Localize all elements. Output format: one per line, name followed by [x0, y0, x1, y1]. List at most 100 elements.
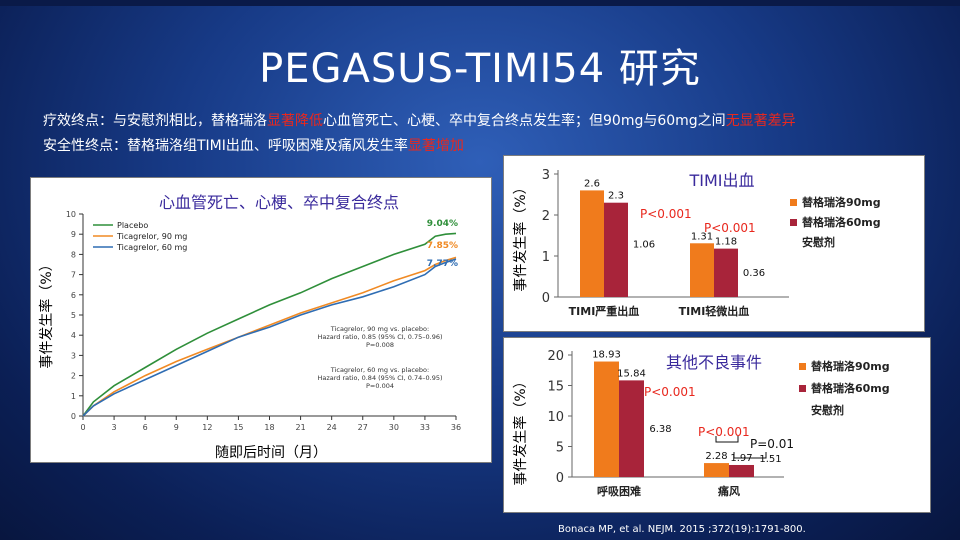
bar-value-label: 2.3	[608, 191, 624, 202]
bar-y-tick-label: 10	[547, 410, 564, 425]
km-chart: 心血管死亡、心梗、卒中复合终点 事件发生率（%） 随即后时间（月） 012345…	[38, 193, 461, 461]
bar-value-label: 0.36	[743, 268, 765, 279]
p-value-label: P<0.001	[640, 207, 692, 221]
km-x-tick-label: 21	[295, 423, 305, 432]
km-series-line	[82, 256, 457, 417]
bar-y-tick-label: 15	[547, 380, 564, 395]
km-x-tick-label: 18	[264, 423, 274, 432]
bar-value-label: 2.6	[584, 178, 600, 189]
km-x-tick-label: 33	[420, 423, 430, 432]
km-y-tick-label: 8	[71, 250, 76, 259]
bar-y-tick-label: 3	[542, 168, 550, 183]
bar-legend-label: 替格瑞洛90mg	[811, 359, 890, 373]
bar-category-label: 呼吸困难	[597, 484, 641, 498]
km-annotation-line: Ticagrelor, 60 mg vs. placebo:	[330, 366, 429, 374]
km-x-tick-label: 3	[112, 423, 117, 432]
km-chart-title: 心血管死亡、心梗、卒中复合终点	[159, 193, 399, 212]
bar-value-label: 2.28	[705, 451, 727, 462]
ae-chart-title: 其他不良事件	[666, 353, 762, 372]
p-value-bracket	[733, 452, 767, 459]
bar	[619, 380, 644, 477]
km-x-tick-label: 9	[174, 423, 179, 432]
km-x-tick-label: 0	[80, 423, 85, 432]
ae-bar-chart: 其他不良事件 事件发生率（%） 0 5 10 15 20 18.93 15.84 6.38 呼吸…	[512, 349, 890, 498]
timi-chart-title: TIMI出血	[688, 171, 754, 190]
km-annotation-line: Hazard ratio, 0.85 (95% CI, 0.75–0.96)	[317, 333, 442, 341]
bar-legend-swatch	[790, 219, 797, 226]
km-y-tick-label: 6	[71, 291, 76, 300]
km-x-tick-label: 12	[202, 423, 212, 432]
km-y-tick-label: 1	[71, 392, 76, 401]
p-value-label: P=0.01	[750, 437, 794, 451]
km-series-line	[82, 258, 457, 417]
bar-value-label: 1.51	[759, 454, 781, 465]
bar-legend-label: 替格瑞洛60mg	[811, 381, 890, 395]
p-value-label: P<0.001	[698, 425, 750, 439]
bar-legend-label: 替格瑞洛90mg	[802, 195, 881, 209]
bar-legend-swatch	[790, 199, 797, 206]
p-value-bracket	[715, 436, 739, 443]
km-y-tick-label: 3	[71, 351, 76, 360]
bar-value-label: 15.84	[617, 368, 646, 379]
bar-y-tick-label: 0	[556, 471, 564, 486]
bar-legend-swatch	[799, 363, 806, 370]
km-end-label: 7.77%	[427, 259, 458, 269]
bar	[729, 464, 754, 477]
km-annotation-line: Ticagrelor, 90 mg vs. placebo:	[330, 325, 429, 333]
km-annotation-line: P=0.008	[366, 341, 394, 349]
efficacy-text-a: 疗效终点：与安慰剂相比，替格瑞洛	[43, 113, 267, 129]
km-annotation-line: P=0.004	[366, 382, 394, 390]
km-legend-label: Ticagrelor, 90 mg	[116, 232, 187, 241]
bar-y-tick-label: 20	[547, 349, 564, 364]
efficacy-text-b: 心血管死亡、心梗、卒中复合终点发生率；但90mg与60mg之间	[323, 113, 726, 129]
km-legend-label: Placebo	[117, 221, 148, 230]
bar-value-label: 1.31	[691, 231, 713, 242]
bar-category-label: TIMI严重出血	[569, 304, 640, 318]
bar-value-label: 18.93	[592, 350, 621, 361]
p-value-label: P<0.001	[704, 221, 756, 235]
km-x-tick-label: 27	[358, 423, 368, 432]
km-end-label: 7.85%	[427, 241, 458, 251]
efficacy-highlight-b: 无显著差异	[725, 113, 796, 129]
efficacy-highlight-a: 显著降低	[267, 113, 323, 129]
bar	[604, 202, 628, 297]
bar	[690, 243, 714, 297]
bar-y-tick-label: 0	[542, 291, 550, 306]
bar-legend-label: 安慰剂	[802, 235, 835, 249]
bar	[714, 248, 738, 297]
km-x-tick-label: 6	[143, 423, 148, 432]
km-y-tick-label: 10	[66, 210, 76, 219]
timi-bar-chart: TIMI出血 事件发生率（%） 0 1 2 3 2.6 2.3 1.06 TIMI严重出血 1.…	[512, 168, 881, 318]
bar-category-label: TIMI轻微出血	[679, 304, 750, 318]
km-y-axis-label: 事件发生率（%）	[38, 257, 55, 368]
km-y-tick-label: 5	[71, 311, 76, 320]
km-x-axis-label: 随即后时间（月）	[215, 445, 327, 461]
km-y-tick-label: 2	[71, 372, 76, 381]
timi-y-axis-label: 事件发生率（%）	[512, 180, 529, 291]
km-x-tick-label: 24	[327, 423, 337, 432]
top-strip	[0, 0, 960, 6]
efficacy-line: 疗效终点：与安慰剂相比，替格瑞洛显著降低心血管死亡、心梗、卒中复合终点发生率；但…	[43, 110, 796, 130]
km-x-tick-label: 36	[451, 423, 461, 432]
safety-line: 安全性终点：替格瑞洛组TIMI出血、呼吸困难及痛风发生率显著增加	[43, 135, 464, 155]
bar	[594, 361, 619, 477]
p-value-label: P<0.001	[644, 385, 696, 399]
bar-y-tick-label: 5	[556, 441, 564, 456]
bar	[704, 463, 729, 477]
bar	[580, 190, 604, 297]
km-y-tick-label: 0	[71, 412, 76, 421]
km-y-tick-label: 4	[71, 331, 76, 340]
bar-y-tick-label: 2	[542, 209, 550, 224]
km-end-label: 9.04%	[427, 219, 458, 229]
citation: Bonaca MP, et al. NEJM. 2015 ;372(19):17…	[558, 524, 806, 535]
km-legend-label: Ticagrelor, 60 mg	[116, 243, 187, 252]
bar-legend-label: 替格瑞洛60mg	[802, 215, 881, 229]
km-y-tick-label: 7	[71, 271, 76, 280]
timi-chart-panel: TIMI出血 事件发生率（%） 0 1 2 3 2.6 2.3 1.06 TIMI严重出血 1.…	[503, 155, 925, 332]
km-x-tick-label: 15	[233, 423, 243, 432]
bar-value-label: 1.06	[633, 240, 655, 251]
bar-y-tick-label: 1	[542, 250, 550, 265]
bar-legend-swatch	[799, 385, 806, 392]
bar-value-label: 6.38	[649, 424, 671, 435]
